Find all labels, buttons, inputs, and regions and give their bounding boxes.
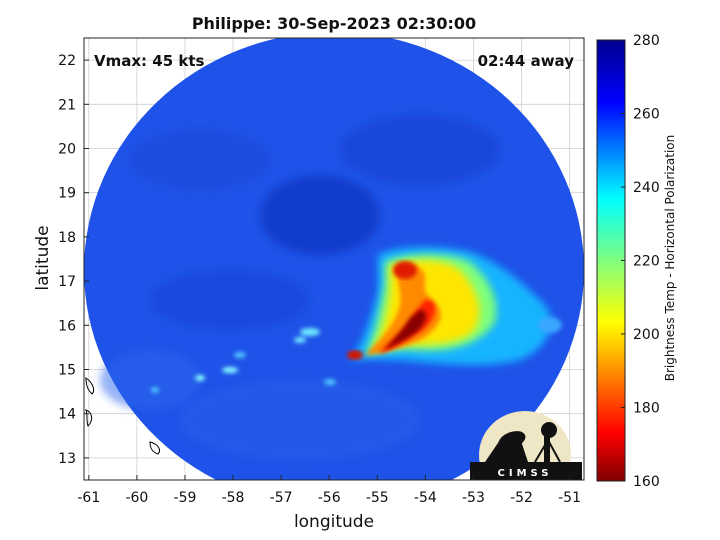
x-axis-title: longitude (293, 512, 375, 532)
y-tick-label: 20 (58, 142, 76, 158)
y-tick-label: 14 (58, 407, 76, 423)
x-tick-label: -56 (318, 490, 341, 506)
y-axis-ticks: 13 14 15 16 17 18 19 20 21 22 (58, 53, 89, 467)
colorbar-tick-label: 240 (633, 180, 660, 196)
x-tick-label: -51 (558, 490, 581, 506)
y-tick-label: 17 (58, 274, 76, 290)
x-tick-label: -53 (462, 490, 485, 506)
x-axis-ticks: -61 -60 -59 -58 -57 -56 -55 -54 -53 -52 -51 (77, 475, 581, 506)
y-tick-label: 16 (58, 318, 76, 334)
y-tick-label: 22 (58, 53, 76, 69)
x-tick-label: -60 (125, 490, 148, 506)
cimss-logo: CIMSS (470, 411, 582, 480)
x-tick-label: -54 (414, 490, 437, 506)
colorbar-title: Brightness Temp - Horizontal Polarizatio… (663, 134, 677, 382)
plot-title: Philippe: 30-Sep-2023 02:30:00 (191, 14, 477, 33)
colorbar-tick-label: 220 (633, 254, 660, 270)
x-tick-label: -59 (174, 490, 197, 506)
colorbar-tick-label: 260 (633, 107, 660, 123)
rainband-streaks (151, 317, 562, 393)
colorbar-ticks: 160 180 200 220 240 260 280 (621, 33, 660, 490)
y-axis-title: latitude (33, 225, 53, 291)
convection-region (347, 247, 551, 366)
colorbar-tick-label: 280 (633, 33, 660, 49)
y-tick-label: 18 (58, 230, 76, 246)
x-tick-label: -58 (222, 490, 245, 506)
cimss-logo-text: CIMSS (498, 468, 553, 479)
colorbar-tick-label: 160 (633, 474, 660, 490)
y-tick-label: 19 (58, 186, 76, 202)
coastline (85, 377, 161, 455)
colorbar-tick-label: 200 (633, 327, 660, 343)
y-tick-label: 13 (58, 451, 76, 467)
time-offset-label: 02:44 away (477, 52, 574, 70)
colorbar-tick-label: 180 (633, 401, 660, 417)
x-tick-label: -55 (366, 490, 389, 506)
y-tick-label: 21 (58, 97, 76, 113)
x-tick-label: -57 (270, 490, 293, 506)
x-tick-label: -61 (77, 490, 100, 506)
swath-texture (100, 115, 500, 460)
vmax-label: Vmax: 45 kts (94, 52, 205, 70)
x-tick-label: -52 (510, 490, 533, 506)
colorbar (596, 39, 626, 482)
y-tick-label: 15 (58, 363, 76, 379)
